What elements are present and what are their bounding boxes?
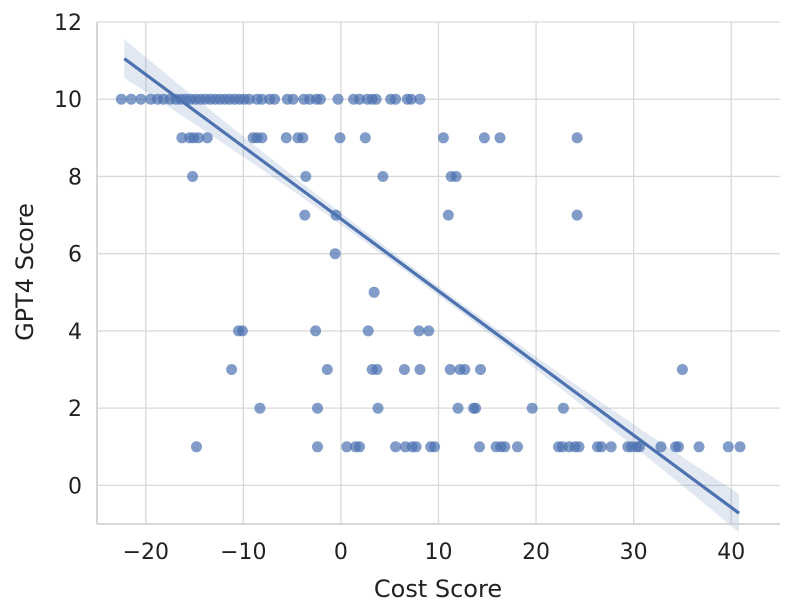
- data-point: [410, 441, 422, 453]
- regression-layer: [123, 57, 740, 515]
- data-point: [297, 132, 309, 144]
- data-point: [269, 93, 281, 105]
- data-point: [354, 441, 365, 453]
- data-point: [474, 441, 485, 453]
- data-point: [478, 132, 490, 144]
- data-point: [390, 93, 402, 105]
- grid-lines: [97, 21, 780, 524]
- data-point: [413, 325, 425, 337]
- data-point: [201, 132, 213, 144]
- data-point: [176, 132, 188, 144]
- data-point: [557, 402, 569, 414]
- data-point: [300, 171, 312, 182]
- data-point: [256, 93, 268, 105]
- data-point: [442, 209, 454, 221]
- data-point: [414, 364, 426, 375]
- data-point: [499, 441, 511, 453]
- data-point: [459, 364, 471, 375]
- data-point: [125, 93, 137, 105]
- data-point: [470, 402, 482, 414]
- data-point: [115, 93, 127, 105]
- data-point: [450, 171, 462, 182]
- data-point: [254, 402, 266, 414]
- data-point: [187, 171, 199, 182]
- x-axis-label: Cost Score: [374, 575, 502, 603]
- data-point: [429, 441, 441, 453]
- data-point: [359, 132, 371, 144]
- data-point: [362, 325, 374, 337]
- data-point: [312, 402, 323, 414]
- data-point: [605, 441, 617, 453]
- y-tick-label: 4: [68, 320, 82, 345]
- data-point: [329, 248, 341, 260]
- data-point: [571, 132, 583, 144]
- data-point: [299, 209, 311, 221]
- data-point: [734, 441, 746, 453]
- y-axis-label: GPT4 Score: [11, 203, 39, 341]
- data-point: [191, 441, 202, 453]
- data-point: [312, 441, 323, 453]
- x-tick-label: 30: [620, 540, 648, 565]
- data-points: [115, 93, 746, 453]
- data-point: [673, 441, 684, 453]
- data-point: [256, 132, 268, 144]
- data-point: [512, 441, 523, 453]
- data-point: [368, 286, 380, 298]
- data-point: [423, 325, 435, 337]
- data-point: [321, 364, 333, 375]
- data-point: [398, 364, 410, 375]
- data-point: [452, 402, 464, 414]
- data-point: [405, 93, 417, 105]
- data-point: [332, 93, 344, 105]
- x-tick-label: 20: [522, 540, 550, 565]
- x-tick-label: −10: [220, 540, 266, 565]
- data-point: [475, 364, 486, 375]
- data-point: [371, 364, 383, 375]
- data-point: [135, 93, 147, 105]
- data-point: [372, 402, 384, 414]
- x-tick-labels: −20 −10 0 10 20 30 40: [123, 540, 746, 565]
- y-tick-label: 8: [68, 165, 82, 190]
- data-point: [334, 132, 346, 144]
- data-point: [310, 325, 322, 337]
- x-tick-label: 40: [717, 540, 745, 565]
- data-point: [634, 441, 645, 453]
- data-point: [287, 93, 299, 105]
- axes: [96, 22, 780, 525]
- data-point: [437, 132, 449, 144]
- data-point: [236, 325, 248, 337]
- data-point: [243, 93, 255, 105]
- x-tick-label: −20: [123, 540, 169, 565]
- data-point: [722, 441, 734, 453]
- data-point: [226, 364, 238, 375]
- y-tick-label: 6: [68, 243, 82, 268]
- data-point: [444, 364, 456, 375]
- x-tick-label: 10: [425, 540, 453, 565]
- data-point: [341, 441, 353, 453]
- data-point: [193, 132, 204, 144]
- y-tick-label: 10: [54, 88, 82, 113]
- y-tick-label: 0: [68, 474, 82, 499]
- data-point: [370, 93, 382, 105]
- data-point: [595, 441, 607, 453]
- regression-line: [123, 57, 740, 515]
- data-point: [693, 441, 705, 453]
- data-point: [354, 93, 365, 105]
- data-point: [390, 441, 402, 453]
- data-point: [655, 441, 667, 453]
- data-point: [494, 132, 506, 144]
- y-tick-label: 12: [54, 11, 82, 36]
- data-point: [676, 364, 688, 375]
- data-point: [573, 441, 585, 453]
- data-point: [526, 402, 538, 414]
- y-tick-label: 2: [68, 397, 82, 422]
- data-point: [377, 171, 389, 182]
- y-tick-labels: 0 2 4 6 8 10 12: [54, 11, 82, 499]
- data-point: [414, 93, 426, 105]
- x-tick-label: 0: [334, 540, 348, 565]
- data-point: [280, 132, 292, 144]
- data-point: [571, 209, 583, 221]
- data-point: [314, 93, 326, 105]
